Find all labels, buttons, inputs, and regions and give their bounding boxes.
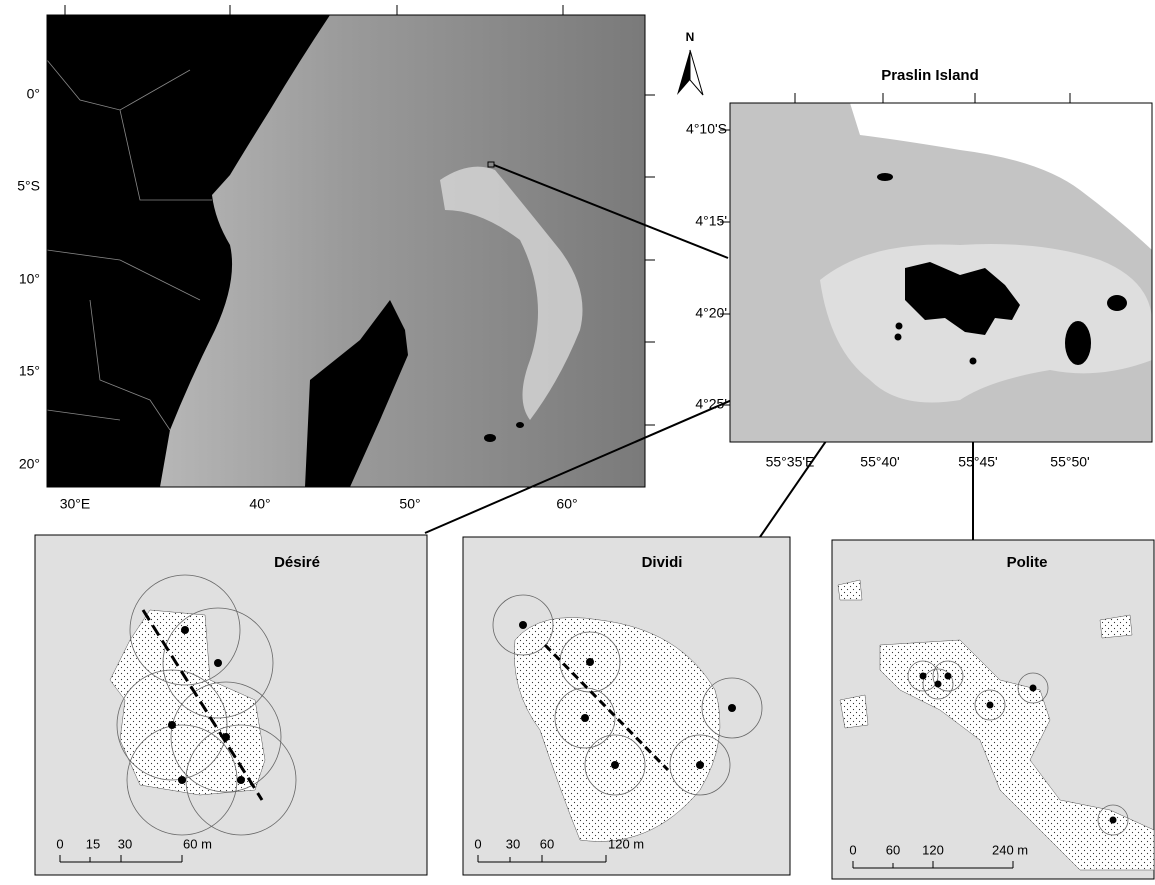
y-tick-label: 20° bbox=[19, 456, 40, 472]
scale-label: 120 bbox=[922, 842, 944, 857]
scale-label: 0 bbox=[849, 842, 856, 857]
scale-label: 120 m bbox=[608, 836, 644, 851]
panel-title: Désiré bbox=[274, 554, 320, 571]
panel-title: Dividi bbox=[642, 554, 683, 571]
x-tick-label: 55°35'E bbox=[766, 454, 815, 470]
y-tick-label: 0° bbox=[27, 86, 40, 102]
scale-label: 60 m bbox=[183, 836, 212, 851]
panel-desire: Désiré 0 15 30 60 m bbox=[35, 535, 427, 875]
north-label: N bbox=[686, 30, 695, 44]
scale-label: 0 bbox=[474, 836, 481, 851]
panel-title: Polite bbox=[1007, 554, 1048, 571]
scale-label: 60 bbox=[540, 836, 554, 851]
scale-label: 240 m bbox=[992, 842, 1028, 857]
inset-title: Praslin Island bbox=[881, 67, 979, 84]
site bbox=[970, 358, 977, 365]
main-map: 0° 5°S 10° 15° 20° 30°E 40° 50° 60° bbox=[17, 5, 655, 512]
island bbox=[484, 434, 496, 442]
x-tick-label: 40° bbox=[249, 496, 270, 512]
scale-label: 60 bbox=[886, 842, 900, 857]
site bbox=[896, 323, 903, 330]
island bbox=[877, 173, 893, 181]
x-tick-label: 55°40' bbox=[860, 454, 899, 470]
y-tick-label: 10° bbox=[19, 271, 40, 287]
x-tick-label: 55°45' bbox=[958, 454, 997, 470]
page: {"main_map": {"yticks": ["0°", "5°S", "1… bbox=[0, 0, 1155, 885]
island bbox=[516, 422, 524, 428]
figure: 0° 5°S 10° 15° 20° 30°E 40° 50° 60° N Pr… bbox=[0, 0, 1155, 880]
panel-dividi: Dividi 0 30 60 120 m bbox=[463, 537, 790, 875]
y-tick-label: 4°15' bbox=[695, 213, 727, 229]
y-tick-label: 4°20' bbox=[695, 305, 727, 321]
y-tick-label: 15° bbox=[19, 363, 40, 379]
y-tick-label: 5°S bbox=[17, 178, 40, 194]
scale-label: 30 bbox=[506, 836, 520, 851]
scale-label: 15 bbox=[86, 836, 100, 851]
x-tick-label: 30°E bbox=[60, 496, 91, 512]
y-tick-label: 4°10'S bbox=[686, 121, 727, 137]
panel-polite: Polite 0 60 120 240 m bbox=[832, 540, 1154, 879]
island bbox=[1065, 321, 1091, 365]
scale-label: 0 bbox=[56, 836, 63, 851]
island bbox=[1107, 295, 1127, 311]
scale-label: 30 bbox=[118, 836, 132, 851]
x-tick-label: 55°50' bbox=[1050, 454, 1089, 470]
y-tick-label: 4°25' bbox=[695, 396, 727, 412]
x-tick-label: 60° bbox=[556, 496, 577, 512]
x-tick-label: 50° bbox=[399, 496, 420, 512]
site bbox=[895, 334, 902, 341]
inset-map: Praslin Island 4°10'S 4°15' 4°20' 4°25' … bbox=[686, 67, 1152, 470]
north-arrow: N bbox=[677, 30, 703, 95]
